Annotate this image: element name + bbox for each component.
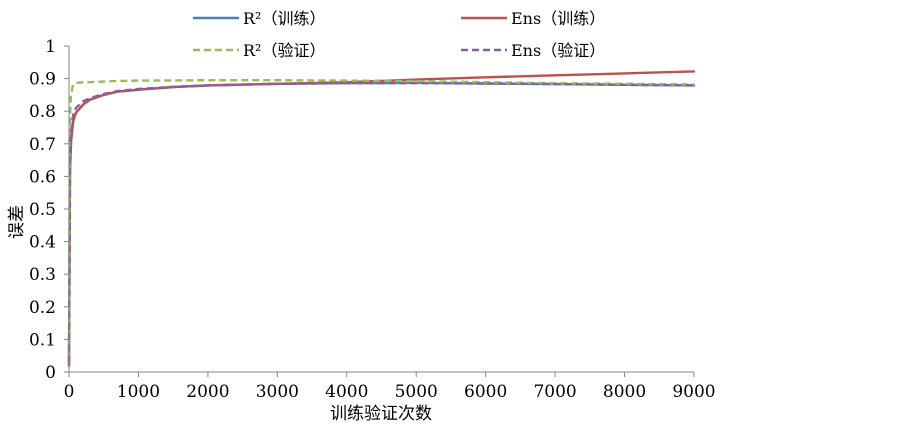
y-tick-label: 0.8	[29, 102, 56, 122]
y-tick-label: 0.4	[29, 233, 56, 253]
y-tick-label: 0.2	[29, 298, 56, 318]
y-tick-label: 0.9	[29, 70, 56, 90]
legend-label: R²（训练）	[243, 9, 325, 28]
legend-label: Ens（训练）	[511, 9, 605, 28]
y-tick-label: 1	[45, 37, 56, 57]
x-axis-title: 训练验证次数	[330, 404, 432, 424]
x-tick-label: 4000	[325, 382, 368, 402]
series-line-1	[67, 81, 696, 367]
series-line-3	[67, 79, 695, 356]
y-tick-label: 0.3	[29, 265, 56, 285]
legend-item-2: Ens（训练）	[461, 9, 605, 28]
x-tick-label: 0	[64, 382, 75, 402]
legend-label: R²（验证）	[243, 41, 325, 60]
x-tick-label: 6000	[464, 382, 507, 402]
legend-item-4: Ens（验证）	[461, 41, 605, 60]
y-tick-label: 0.6	[29, 167, 56, 187]
axes: 0 0.1 0.2 0.3 0.4 0.5 0.6 0.7 0.8 0.9 1 0 1000 2000 30…	[29, 37, 716, 402]
x-tick-label: 8000	[603, 382, 646, 402]
legend-item-3: R²（验证）	[193, 41, 325, 60]
y-tick-label: 0.1	[29, 330, 56, 350]
legend: R²（训练） Ens（训练） R²（验证） Ens（验证）	[193, 9, 605, 60]
x-tick-label: 3000	[256, 382, 299, 402]
x-tick-label: 5000	[395, 382, 438, 402]
y-tick-label: 0	[45, 363, 56, 383]
series-layer	[67, 70, 696, 367]
x-tick-label: 2000	[186, 382, 229, 402]
y-tick-label: 0.5	[29, 200, 56, 220]
legend-item-1: R²（训练）	[193, 9, 325, 28]
y-tick-label: 0.7	[29, 135, 56, 155]
legend-label: Ens（验证）	[511, 41, 605, 60]
series-line-4	[67, 82, 695, 363]
x-tick-label: 1000	[117, 382, 160, 402]
x-tick-label: 9000	[672, 382, 715, 402]
x-tick-label: 7000	[533, 382, 576, 402]
series-line-2	[67, 70, 696, 367]
y-axis-title: 误差	[7, 205, 27, 239]
